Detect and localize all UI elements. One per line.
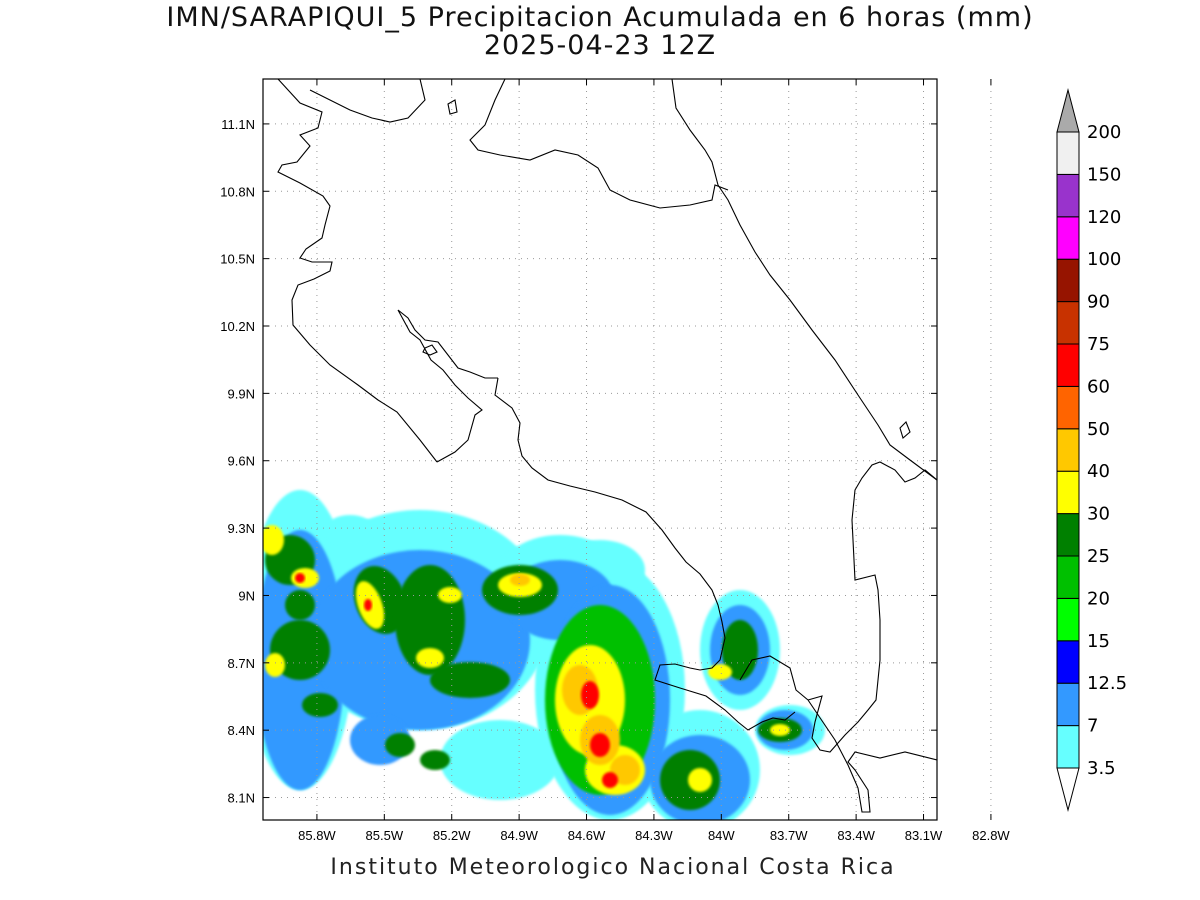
legend-level-label: 12.5 xyxy=(1087,673,1127,694)
precip-cell xyxy=(510,574,530,586)
precip-cell xyxy=(708,664,732,680)
precip-cell xyxy=(590,733,610,757)
legend-level-label: 90 xyxy=(1087,292,1110,313)
lat-tick-label: 8.4N xyxy=(228,723,255,738)
precip-cell xyxy=(285,590,315,620)
legend-level-label: 60 xyxy=(1087,376,1110,397)
precip-cell xyxy=(364,599,372,611)
footer-credit: Instituto Meteorologico Nacional Costa R… xyxy=(330,855,896,880)
lat-tick-label: 10.5N xyxy=(220,252,255,267)
precip-cell xyxy=(420,750,450,770)
legend-swatch xyxy=(1056,597,1080,642)
lon-tick-label: 85.5W xyxy=(366,828,404,843)
legend-level-label: 30 xyxy=(1087,504,1110,525)
precip-cell xyxy=(295,573,305,583)
lat-tick-label: 11.1N xyxy=(221,117,255,132)
axis-ticks: 85.8W 85.5W 85.2W 84.9W 84.6W 84.3W 84W 83.7W 83… xyxy=(220,79,1010,843)
lon-tick-label: 82.8W xyxy=(972,828,1010,843)
legend-swatch xyxy=(1056,725,1080,769)
precip-cell xyxy=(440,720,560,800)
legend-swatch xyxy=(1056,131,1080,175)
lon-tick-label: 85.2W xyxy=(433,828,471,843)
legend-level-label: 20 xyxy=(1087,588,1110,609)
legend-swatch xyxy=(1056,640,1080,684)
legend-level-label: 200 xyxy=(1087,122,1121,143)
legend-swatch xyxy=(1056,385,1080,430)
legend-swatch xyxy=(1056,216,1080,260)
legend-level-label: 120 xyxy=(1087,207,1121,228)
precip-cell xyxy=(302,693,338,717)
lat-lon-grid xyxy=(263,79,992,820)
precip-cell xyxy=(265,653,285,677)
precip-cell xyxy=(385,733,415,757)
lon-tick-label: 84.3W xyxy=(635,828,673,843)
map-title: IMN/SARAPIQUI_5 Precipitacion Acumulada … xyxy=(166,2,1034,33)
legend-level-label: 40 xyxy=(1087,461,1110,482)
lat-tick-label: 8.7N xyxy=(228,656,255,671)
legend-swatch xyxy=(1056,428,1080,472)
legend-swatch xyxy=(1056,258,1080,303)
legend-level-label: 100 xyxy=(1087,249,1121,270)
legend-level-label: 25 xyxy=(1087,546,1110,567)
map-subtitle-date: 2025-04-23 12Z xyxy=(483,30,717,61)
lon-tick-label: 84.6W xyxy=(568,828,606,843)
legend-swatch xyxy=(1056,555,1080,599)
legend-level-label: 15 xyxy=(1087,631,1110,652)
color-legend: 3.5 7 12.5 15 20 25 30 40 50 60 75 90 100 120 150 200 xyxy=(1056,88,1127,812)
lon-tick-label: 83.7W xyxy=(770,828,808,843)
precip-cell xyxy=(263,525,284,555)
legend-swatch xyxy=(1056,343,1080,387)
legend-level-label: 75 xyxy=(1087,334,1110,355)
lat-tick-label: 9.9N xyxy=(228,386,255,401)
legend-top-arrow xyxy=(1056,88,1080,133)
lon-tick-label: 85.8W xyxy=(298,828,336,843)
lat-tick-label: 10.8N xyxy=(220,184,255,199)
legend-swatch xyxy=(1056,301,1080,345)
precip-cell xyxy=(602,772,618,788)
precip-cell xyxy=(581,681,599,709)
precip-cell xyxy=(416,648,444,668)
precipitation-field xyxy=(263,490,825,820)
legend-bottom-arrow xyxy=(1056,767,1080,812)
coastline xyxy=(277,79,937,813)
legend-swatch xyxy=(1056,470,1080,515)
lat-tick-label: 9.6N xyxy=(228,454,255,469)
lon-tick-label: 83.1W xyxy=(905,828,943,843)
lat-tick-label: 9.3N xyxy=(228,521,255,536)
lon-tick-label: 84.9W xyxy=(500,828,538,843)
legend-level-label: 3.5 xyxy=(1087,758,1116,779)
legend-level-label: 7 xyxy=(1087,716,1098,737)
lat-tick-label: 8.1N xyxy=(228,791,255,806)
precip-cell xyxy=(325,515,375,545)
lon-tick-label: 83.4W xyxy=(837,828,875,843)
legend-swatch xyxy=(1056,682,1080,727)
legend-swatch xyxy=(1056,513,1080,557)
legend-level-label: 50 xyxy=(1087,419,1110,440)
plot-frame xyxy=(262,78,938,821)
lon-tick-label: 84W xyxy=(708,828,735,843)
lat-tick-label: 10.2N xyxy=(220,319,255,334)
lat-tick-label: 9N xyxy=(238,588,255,603)
legend-swatch xyxy=(1056,173,1080,218)
legend-level-label: 150 xyxy=(1087,164,1121,185)
precip-cell xyxy=(688,768,712,792)
precip-cell xyxy=(430,662,510,698)
